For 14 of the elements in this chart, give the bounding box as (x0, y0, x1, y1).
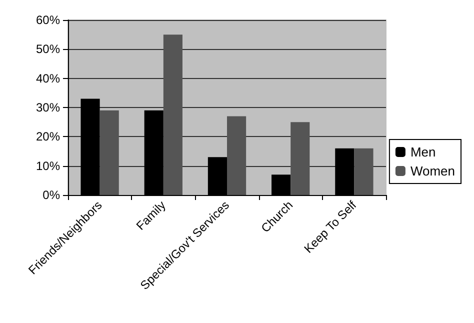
legend-label: Women (410, 164, 456, 178)
bar (227, 116, 246, 195)
bar (290, 122, 310, 195)
y-tick-label: 10% (36, 158, 60, 173)
y-tick-label: 20% (36, 130, 60, 144)
bar (100, 110, 119, 195)
y-tick-label: 50% (36, 42, 60, 56)
y-tick-label: 60% (36, 13, 60, 27)
bar (163, 34, 182, 195)
y-tick-label: 40% (36, 71, 60, 86)
bar (354, 148, 374, 195)
y-tick-label: 30% (36, 100, 60, 114)
y-tick-label: 0% (42, 188, 60, 202)
legend-label: Men (410, 144, 436, 160)
